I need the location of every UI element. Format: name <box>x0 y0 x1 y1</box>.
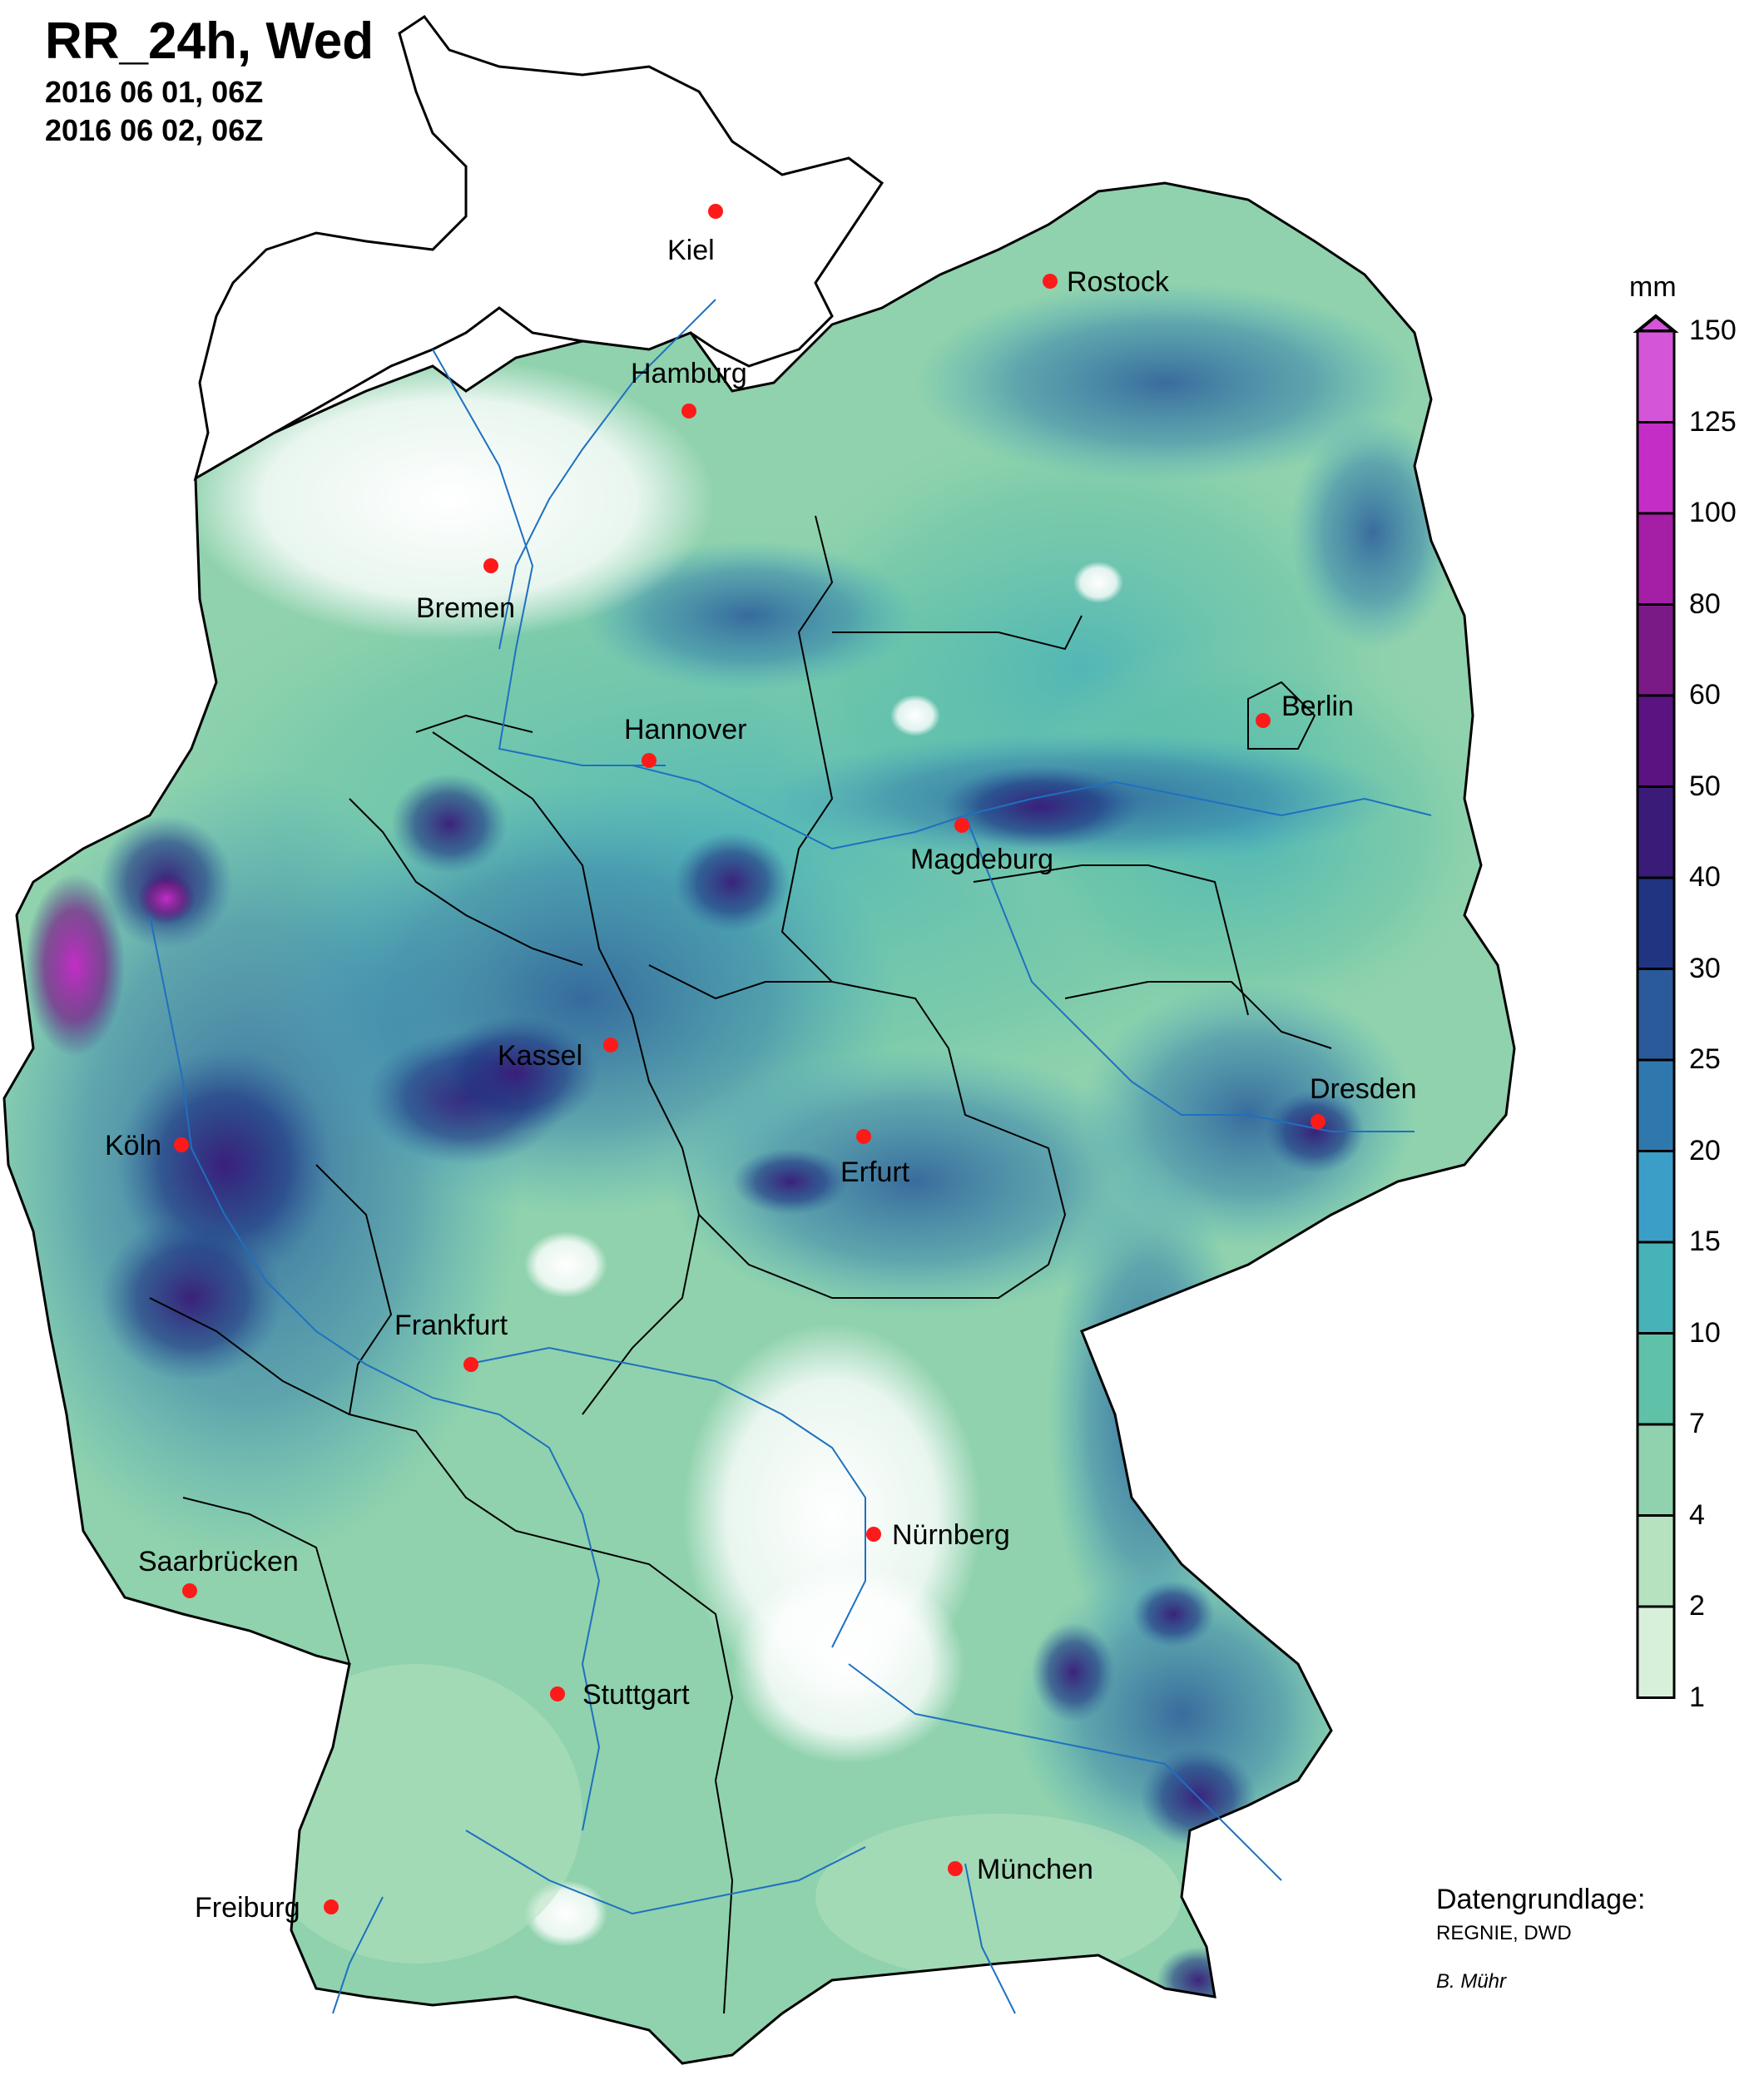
colorbar-label: 7 <box>1689 1408 1705 1439</box>
city-marker-kiel <box>708 204 723 219</box>
colorbar-label: 15 <box>1689 1226 1721 1257</box>
city-marker-kassel <box>603 1038 618 1052</box>
colorbar-swatch <box>1636 694 1676 788</box>
city-label-saarbrücken: Saarbrücken <box>138 1546 299 1577</box>
colorbar-unit: mm <box>1629 271 1677 303</box>
colorbar-label: 25 <box>1689 1043 1721 1075</box>
city-marker-freiburg <box>324 1899 339 1914</box>
city-marker-stuttgart <box>550 1686 565 1701</box>
city-marker-nürnberg <box>866 1527 881 1542</box>
city-marker-erfurt <box>856 1129 871 1144</box>
colorbar-arrow <box>1633 314 1679 333</box>
city-label-münchen: München <box>977 1854 1093 1885</box>
city-marker-münchen <box>948 1861 963 1876</box>
start-time: 2016 06 01, 06Z <box>45 75 264 109</box>
city-label-kiel: Kiel <box>667 235 715 266</box>
colorbar-label: 100 <box>1689 497 1737 528</box>
colorbar-swatches <box>1636 329 1676 1699</box>
colorbar <box>1633 314 1679 1699</box>
colorbar-label: 40 <box>1689 861 1721 893</box>
city-marker-dresden <box>1311 1114 1325 1129</box>
colorbar-label: 150 <box>1689 314 1737 346</box>
city-marker-bremen <box>483 558 498 573</box>
city-marker-berlin <box>1256 713 1271 728</box>
city-label-hamburg: Hamburg <box>631 358 747 389</box>
rivers <box>149 299 1432 2014</box>
colorbar-swatch <box>1636 876 1676 970</box>
colorbar-label: 20 <box>1689 1134 1721 1166</box>
city-label-kassel: Kassel <box>498 1040 582 1072</box>
credit-author: B. Mühr <box>1436 1970 1507 1993</box>
colorbar-swatch <box>1636 1514 1676 1608</box>
city-marker-rostock <box>1043 274 1058 289</box>
colorbar-swatch <box>1636 329 1676 423</box>
colorbar-label: 2 <box>1689 1590 1705 1622</box>
city-label-hannover: Hannover <box>624 714 746 745</box>
colorbar-swatch <box>1636 603 1676 697</box>
city-marker-magdeburg <box>954 818 969 833</box>
city-marker-saarbrücken <box>182 1583 197 1598</box>
colorbar-label: 80 <box>1689 587 1721 620</box>
colorbar-label: 4 <box>1689 1498 1705 1531</box>
city-label-magdeburg: Magdeburg <box>910 844 1053 875</box>
end-time: 2016 06 02, 06Z <box>45 113 264 147</box>
city-markers: Kiel Rostock Hamburg Bremen Hannover Berlin Ma… <box>105 204 1417 1924</box>
city-label-freiburg: Freiburg <box>195 1892 300 1924</box>
city-label-rostock: Rostock <box>1067 266 1170 298</box>
colorbar-swatch <box>1636 1241 1676 1335</box>
city-marker-hannover <box>642 753 657 768</box>
colorbar-label: 50 <box>1689 770 1721 802</box>
credit-data-source-heading: Datengrundlage: <box>1436 1884 1646 1915</box>
city-label-stuttgart: Stuttgart <box>582 1679 690 1711</box>
city-label-nürnberg: Nürnberg <box>892 1519 1010 1551</box>
state-borders <box>149 515 1332 2014</box>
colorbar-label: 10 <box>1689 1316 1721 1349</box>
colorbar-swatch <box>1636 1605 1676 1699</box>
city-marker-köln <box>174 1137 189 1152</box>
colorbar-swatch <box>1636 1332 1676 1426</box>
city-label-dresden: Dresden <box>1310 1073 1417 1105</box>
city-label-bremen: Bremen <box>416 592 515 624</box>
colorbar-swatch <box>1636 1423 1676 1517</box>
city-label-köln: Köln <box>105 1130 161 1161</box>
city-label-frankfurt: Frankfurt <box>394 1310 508 1341</box>
colorbar-swatch <box>1636 1150 1676 1244</box>
map-title: RR_24h, Wed <box>45 12 374 70</box>
colorbar-swatch <box>1636 785 1676 879</box>
colorbar-label: 30 <box>1689 952 1721 984</box>
colorbar-label: 125 <box>1689 405 1737 438</box>
city-marker-frankfurt <box>463 1357 478 1372</box>
colorbar-label: 1 <box>1689 1681 1705 1713</box>
colorbar-label: 60 <box>1689 679 1721 711</box>
credit-data-source: REGNIE, DWD <box>1436 1922 1572 1944</box>
colorbar-swatch <box>1636 512 1676 606</box>
northern-coast-outline <box>193 14 884 482</box>
colorbar-swatch <box>1636 1058 1676 1152</box>
city-label-berlin: Berlin <box>1281 691 1354 722</box>
city-marker-hamburg <box>681 404 696 418</box>
colorbar-swatch <box>1636 968 1676 1062</box>
city-label-erfurt: Erfurt <box>840 1156 910 1188</box>
colorbar-swatch <box>1636 421 1676 515</box>
